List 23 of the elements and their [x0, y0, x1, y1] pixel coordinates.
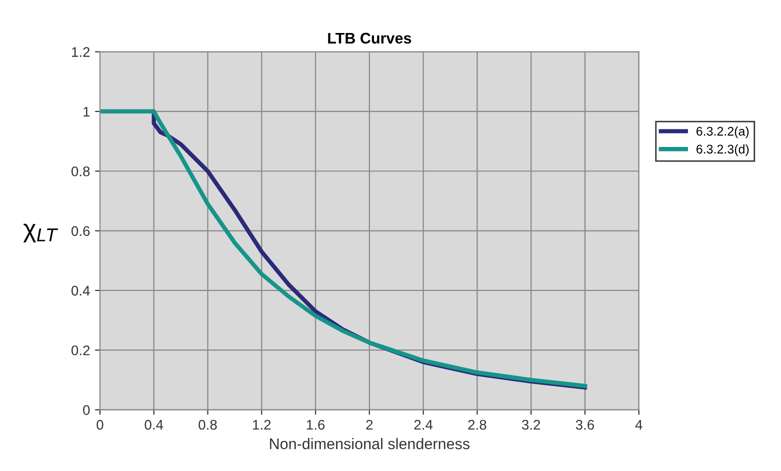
x-tick-label: 0: [96, 420, 104, 430]
x-tick-label: 0.4: [144, 420, 164, 430]
y-tick-label: 0.4: [71, 286, 90, 296]
y-tick-label: 0.8: [71, 166, 90, 176]
x-tick-label: 3.6: [576, 420, 594, 430]
y-axis-title: χ$_{LT}$: [23, 224, 58, 242]
y-tick-label: 1.2: [72, 47, 90, 57]
x-tick-label: 3.2: [522, 420, 540, 430]
chart-title: LTB Curves: [328, 32, 412, 44]
x-axis-title: Non-dimensional slenderness: [270, 438, 470, 450]
y-tick-label: 0.2: [71, 345, 90, 356]
x-tick-label: 0.8: [198, 420, 217, 430]
x-tick-label: 1.2: [253, 420, 271, 430]
x-tick-label: 2: [366, 420, 373, 430]
x-tick-label: 2.8: [468, 420, 486, 430]
legend-label: 6.3.2.2(a): [696, 126, 749, 138]
x-tick-label: 2.4: [414, 420, 433, 430]
x-tick-label: 4: [635, 420, 642, 430]
x-tick-label: 1.6: [306, 420, 325, 430]
y-tick-label: 0: [83, 405, 90, 415]
legend-label: 6.3.2.3(d): [696, 144, 749, 156]
y-tick-label: 0.6: [71, 226, 90, 236]
y-tick-label: 1: [84, 106, 90, 117]
